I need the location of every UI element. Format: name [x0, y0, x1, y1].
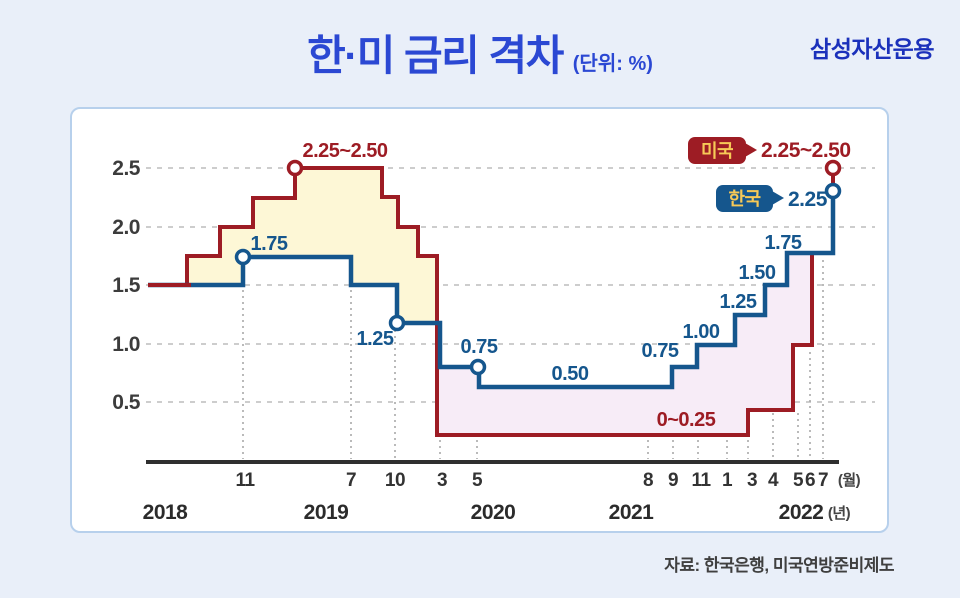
- korea-value-label: 1.75: [251, 233, 288, 255]
- year-label: 2020: [471, 501, 516, 524]
- us-rate-line: [148, 166, 835, 437]
- us-callout-arrow: [745, 143, 757, 157]
- month-label: 5: [472, 470, 483, 491]
- korea-value-label: 0.50: [552, 363, 589, 385]
- us-value-label: 0~0.25: [657, 409, 716, 431]
- korea-callout-badge: [716, 185, 773, 212]
- month-label: 1: [722, 470, 733, 491]
- month-label: 7: [346, 470, 356, 491]
- korea-marker: [469, 358, 487, 376]
- month-label: 10: [385, 470, 405, 491]
- year-label: 2018: [143, 501, 189, 524]
- korea-value-label: 1.25: [357, 328, 394, 350]
- year-label: 2021: [609, 501, 655, 524]
- korea-callout-value: 2.25: [788, 188, 828, 211]
- month-label: 4: [768, 470, 779, 491]
- header: 한·미 금리 격차 (단위: %): [0, 22, 960, 83]
- month-label: 6: [805, 470, 815, 491]
- month-unit-label: (월): [838, 472, 861, 489]
- korea-value-label: 1.25: [720, 291, 757, 313]
- us-callout-label: 미국: [701, 141, 733, 161]
- korea-value-label: 0.75: [642, 340, 679, 362]
- us-callout-badge: [688, 137, 746, 164]
- korea-value-label: 1.75: [765, 232, 802, 254]
- month-label: 9: [668, 470, 678, 491]
- month-label: 11: [691, 470, 711, 491]
- year-unit-label: (년): [828, 505, 851, 522]
- korea-above-us-fill: [437, 253, 812, 435]
- korea-value-label: 0.75: [461, 336, 498, 358]
- korea-marker: [234, 248, 252, 266]
- year-label: 2019: [304, 501, 349, 524]
- month-label: 7: [818, 470, 828, 491]
- brand-logo: 삼성자산운용: [810, 36, 934, 62]
- us-marker: [824, 159, 842, 177]
- month-label: 3: [437, 470, 447, 491]
- us-above-korea-fill: [187, 168, 437, 323]
- korea-value-label: 1.00: [683, 321, 720, 343]
- us-callout-value: 2.25~2.50: [761, 139, 851, 162]
- y-tick-label: 1.5: [112, 274, 141, 297]
- year-label: 2022: [779, 501, 824, 524]
- korea-callout-label: 한국: [728, 189, 760, 209]
- source-note: 자료: 한국은행, 미국연방준비제도: [664, 556, 894, 575]
- us-marker: [286, 159, 304, 177]
- month-label: 11: [235, 470, 255, 491]
- y-tick-label: 0.5: [112, 391, 141, 414]
- y-tick-label: 2.0: [112, 216, 140, 239]
- y-tick-label: 1.0: [112, 333, 140, 356]
- month-label: 3: [747, 470, 757, 491]
- korea-marker: [824, 182, 842, 200]
- unit-label: (단위: %): [572, 53, 653, 75]
- korea-callout-arrow: [772, 191, 784, 205]
- month-label: 5: [793, 470, 804, 491]
- us-value-label: 2.25~2.50: [302, 140, 387, 162]
- month-label: 8: [643, 470, 653, 491]
- korea-marker: [388, 314, 406, 332]
- korea-value-label: 1.50: [739, 262, 776, 284]
- y-tick-label: 2.5: [112, 157, 141, 180]
- korea-rate-line: [148, 191, 836, 390]
- page-title: 한·미 금리 격차: [307, 32, 564, 79]
